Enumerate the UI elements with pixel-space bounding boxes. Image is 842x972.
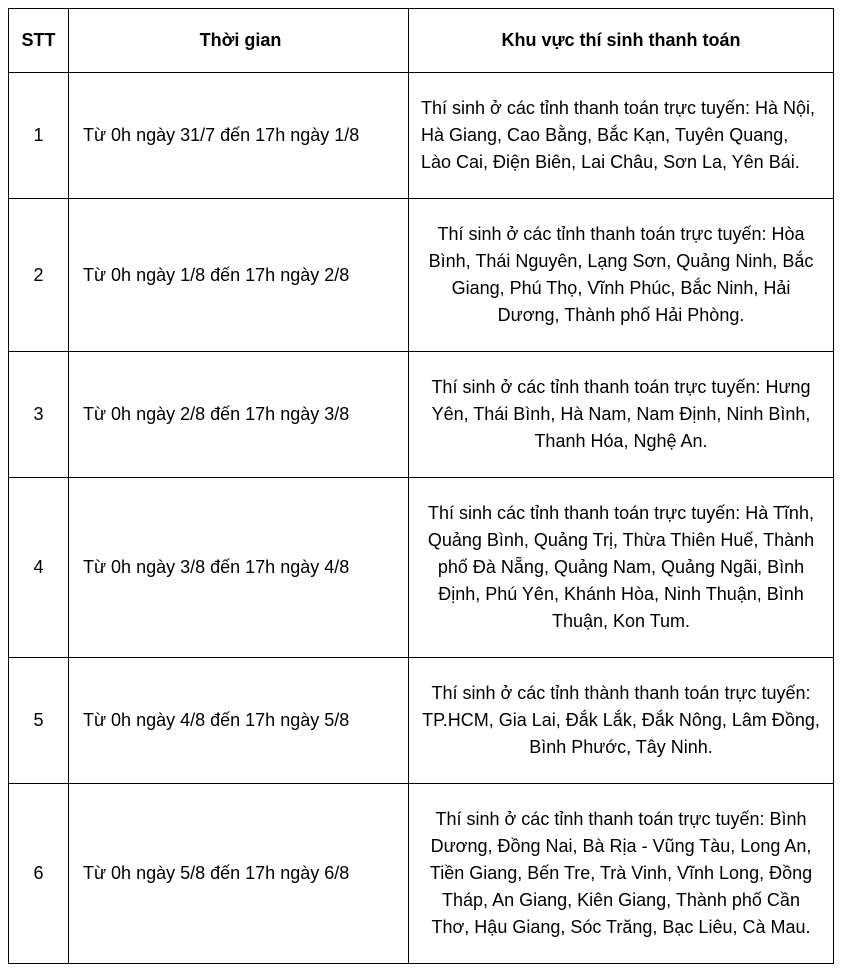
cell-stt: 4: [9, 478, 69, 658]
cell-stt: 6: [9, 784, 69, 964]
cell-time: Từ 0h ngày 4/8 đến 17h ngày 5/8: [69, 658, 409, 784]
cell-stt: 3: [9, 352, 69, 478]
cell-region: Thí sinh ở các tỉnh thanh toán trực tuyế…: [409, 199, 834, 352]
header-stt: STT: [9, 9, 69, 73]
header-row: STT Thời gian Khu vực thí sinh thanh toá…: [9, 9, 834, 73]
table-row: 6 Từ 0h ngày 5/8 đến 17h ngày 6/8 Thí si…: [9, 784, 834, 964]
table-row: 4 Từ 0h ngày 3/8 đến 17h ngày 4/8 Thí si…: [9, 478, 834, 658]
cell-region: Thí sinh ở các tỉnh thanh toán trực tuyế…: [409, 352, 834, 478]
schedule-table: STT Thời gian Khu vực thí sinh thanh toá…: [8, 8, 834, 964]
cell-stt: 2: [9, 199, 69, 352]
table-header: STT Thời gian Khu vực thí sinh thanh toá…: [9, 9, 834, 73]
cell-region: Thí sinh ở các tỉnh thanh toán trực tuyế…: [409, 73, 834, 199]
table-row: 3 Từ 0h ngày 2/8 đến 17h ngày 3/8 Thí si…: [9, 352, 834, 478]
cell-time: Từ 0h ngày 1/8 đến 17h ngày 2/8: [69, 199, 409, 352]
table-row: 2 Từ 0h ngày 1/8 đến 17h ngày 2/8 Thí si…: [9, 199, 834, 352]
table-row: 5 Từ 0h ngày 4/8 đến 17h ngày 5/8 Thí si…: [9, 658, 834, 784]
cell-region: Thí sinh ở các tỉnh thành thanh toán trự…: [409, 658, 834, 784]
cell-region: Thí sinh các tỉnh thanh toán trực tuyến:…: [409, 478, 834, 658]
table-row: 1 Từ 0h ngày 31/7 đến 17h ngày 1/8 Thí s…: [9, 73, 834, 199]
table-body: 1 Từ 0h ngày 31/7 đến 17h ngày 1/8 Thí s…: [9, 73, 834, 964]
cell-stt: 5: [9, 658, 69, 784]
header-region: Khu vực thí sinh thanh toán: [409, 9, 834, 73]
cell-time: Từ 0h ngày 3/8 đến 17h ngày 4/8: [69, 478, 409, 658]
header-time: Thời gian: [69, 9, 409, 73]
cell-time: Từ 0h ngày 5/8 đến 17h ngày 6/8: [69, 784, 409, 964]
cell-time: Từ 0h ngày 2/8 đến 17h ngày 3/8: [69, 352, 409, 478]
cell-region: Thí sinh ở các tỉnh thanh toán trực tuyế…: [409, 784, 834, 964]
cell-stt: 1: [9, 73, 69, 199]
cell-time: Từ 0h ngày 31/7 đến 17h ngày 1/8: [69, 73, 409, 199]
